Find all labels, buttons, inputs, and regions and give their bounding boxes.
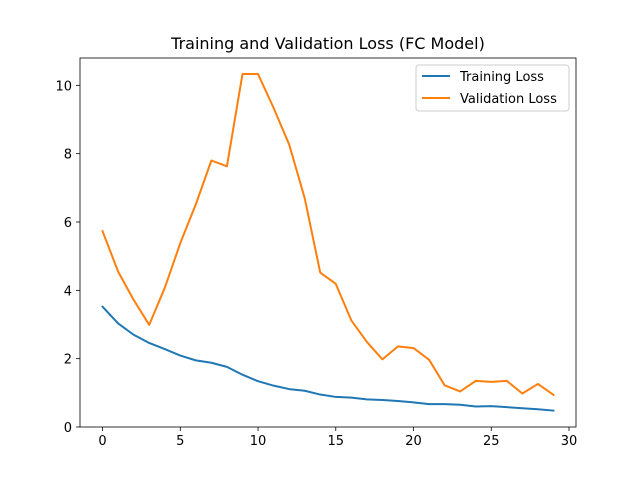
series-line-training-loss bbox=[101, 305, 555, 412]
legend-label-training: Training Loss bbox=[459, 70, 544, 85]
y-tick-label: 2 bbox=[64, 353, 72, 368]
x-tick-label: 10 bbox=[250, 434, 267, 449]
y-tick-label: 4 bbox=[64, 284, 72, 299]
legend: Training Loss Validation Loss bbox=[415, 64, 570, 112]
legend-frame bbox=[415, 64, 570, 112]
x-tick-label: 20 bbox=[405, 434, 422, 449]
chart-title: Training and Validation Loss (FC Model) bbox=[170, 34, 485, 53]
x-tick-label: 5 bbox=[176, 434, 184, 449]
y-tick-label: 10 bbox=[55, 79, 72, 94]
axes-frame bbox=[79, 57, 577, 428]
series-line-validation-loss bbox=[101, 73, 555, 397]
y-tick-label: 6 bbox=[64, 216, 72, 231]
legend-label-validation: Validation Loss bbox=[460, 92, 557, 107]
plot-area: 0 5 10 15 20 25 30 0 2 4 6 8 10 bbox=[55, 57, 578, 449]
y-tick-label: 8 bbox=[64, 148, 72, 163]
x-tick-label: 30 bbox=[561, 434, 578, 449]
x-tick-label: 25 bbox=[483, 434, 500, 449]
y-tick-label: 0 bbox=[64, 421, 72, 436]
x-tick-label: 0 bbox=[98, 434, 106, 449]
x-tick-label: 15 bbox=[328, 434, 345, 449]
